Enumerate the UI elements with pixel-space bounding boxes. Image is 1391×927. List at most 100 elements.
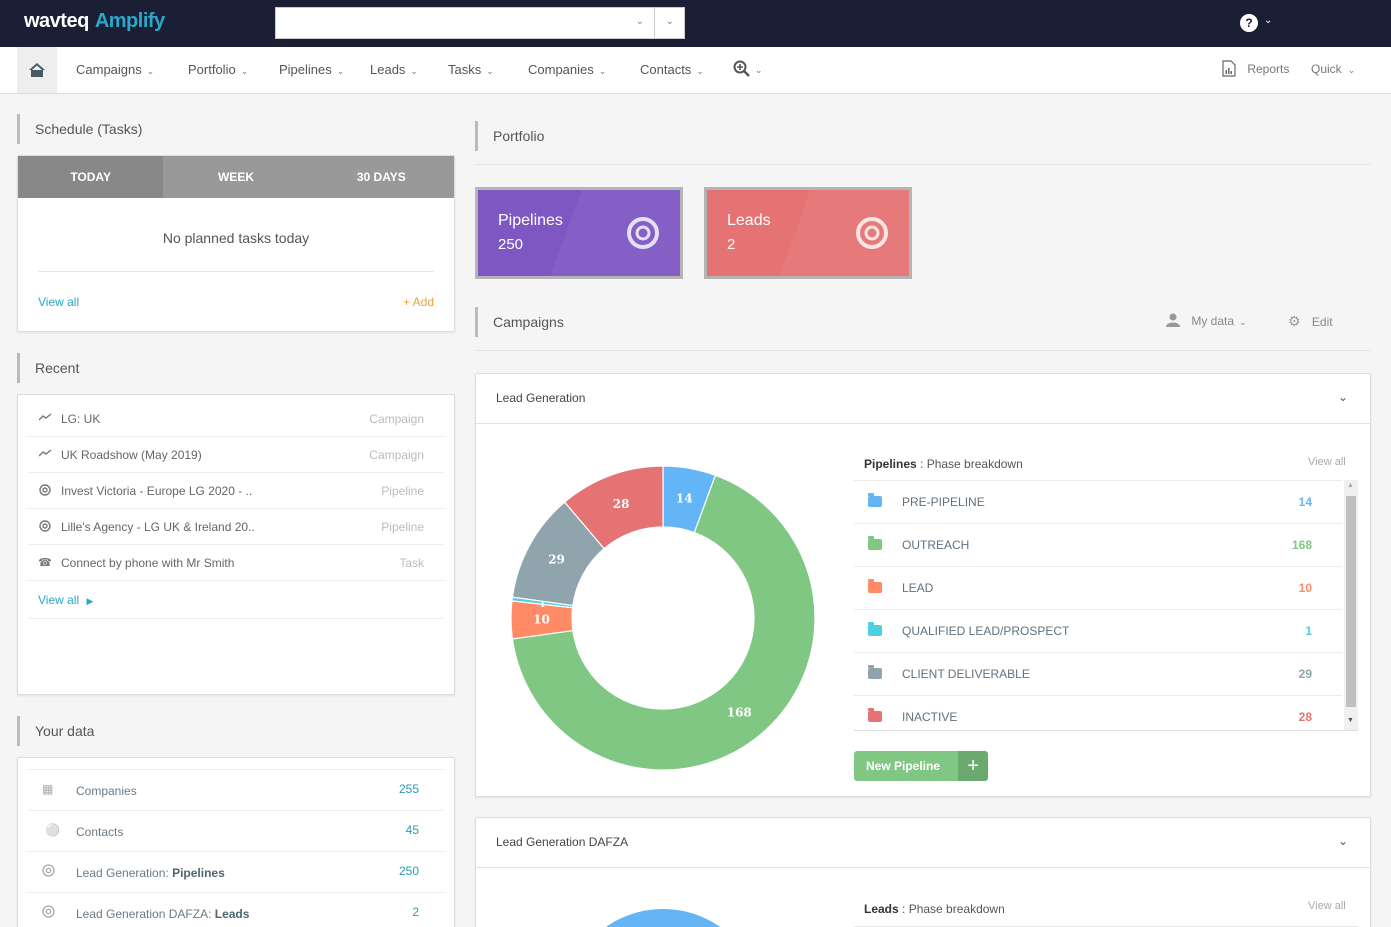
target-icon [38,520,52,535]
schedule-tabs: TODAY WEEK 30 DAYS [18,156,454,198]
phase-list-scrollbar[interactable]: ▲ ▼ [1344,480,1358,731]
home-button[interactable] [17,47,57,93]
panel-header[interactable]: Lead Generation ⌄ [476,374,1370,424]
folder-icon [868,493,882,507]
recent-title: Recent [17,353,79,383]
folder-icon [868,622,882,636]
chevron-down-icon[interactable]: ⌄ [665,16,674,27]
target-icon [42,905,55,921]
campaign-panel-lead-generation: Lead Generation ⌄ 14 168 10 1 29 28 Pipelines… [475,373,1371,797]
edit-button[interactable]: ⚙ Edit [1288,313,1333,329]
data-row-pipelines[interactable]: Lead Generation: Pipelines 250 [28,851,444,892]
target-icon [38,484,52,499]
your-data-title: Your data [17,716,94,746]
panel-header[interactable]: Lead Generation DAFZA ⌄ [476,818,1370,868]
breakdown-title: Leads : Phase breakdown [864,902,1005,916]
person-icon: ⚪ [45,823,60,837]
global-search-select[interactable]: ⌄ ⌄ [275,7,685,39]
phone-icon: ☎ [38,557,52,569]
donut-slice[interactable] [511,474,816,771]
breakdown-title: Pipelines : Phase breakdown [864,457,1023,471]
donut-label: 29 [548,552,565,566]
folder-icon [868,579,882,593]
user-icon [1166,313,1180,327]
leads-tile[interactable]: Leads 2 [704,187,912,279]
trend-icon [38,448,52,460]
recent-view-all-row: View all ▶ [28,581,444,619]
nav-campaigns[interactable]: Campaigns ⌄ [76,62,155,77]
nav-companies[interactable]: Companies ⌄ [528,62,607,77]
schedule-card: TODAY WEEK 30 DAYS No planned tasks toda… [17,155,455,332]
app-logo[interactable]: wavteq Amplify [24,10,165,32]
donut-label: 14 [676,491,693,505]
pipelines-tile[interactable]: Pipelines 250 [475,187,683,279]
reports-link[interactable]: Reports [1222,60,1289,77]
gears-icon: ⚙ [1288,313,1301,329]
donut-label: 10 [533,613,550,627]
recent-item[interactable]: UK Roadshow (May 2019) Campaign [28,437,444,473]
new-pipeline-button[interactable]: New Pipeline + [854,751,989,781]
tab-week[interactable]: WEEK [217,170,254,184]
breakdown-view-all-link[interactable]: View all [1308,900,1346,912]
portfolio-title: Portfolio [475,121,544,151]
chevron-down-icon[interactable]: ⌄ [1337,390,1348,404]
target-icon [627,217,659,249]
recent-item[interactable]: LG: UK Campaign [28,401,444,437]
recent-view-all-link[interactable]: View all ▶ [38,593,94,607]
nav-pipelines[interactable]: Pipelines ⌄ [279,62,345,77]
phase-row[interactable]: LEAD 10 [854,566,1342,609]
phase-donut-chart: 14 168 10 1 29 28 [510,465,816,771]
nav-portfolio[interactable]: Portfolio ⌄ [188,62,249,77]
recent-item[interactable]: Invest Victoria - Europe LG 2020 - .. Pi… [28,473,444,509]
target-icon [42,864,55,880]
folder-icon [868,536,882,550]
tab-30-days[interactable]: 30 DAYS [356,170,406,184]
tab-today[interactable]: TODAY [18,156,164,198]
recent-item[interactable]: ☎ Connect by phone with Mr Smith Task [28,545,444,581]
phase-list: PRE-PIPELINE 14 OUTREACH 168 LEAD 10 QUA… [854,480,1358,731]
trend-icon [38,412,52,424]
data-row-companies[interactable]: ▦ Companies 255 [28,769,444,810]
chevron-down-icon[interactable]: ⌄ [1264,15,1273,26]
nav-leads[interactable]: Leads ⌄ [370,62,418,77]
schedule-view-all-link[interactable]: View all [38,295,80,309]
zoom-search-icon [733,60,750,77]
campaigns-title: Campaigns [475,307,564,337]
building-icon: ▦ [42,782,54,796]
data-row-contacts[interactable]: ⚪ Contacts 45 [28,810,444,851]
breakdown-view-all-link[interactable]: View all [1308,456,1346,468]
my-data-dropdown[interactable]: My data ⌄ [1166,313,1247,328]
chevron-down-icon[interactable]: ⌄ [1337,834,1348,848]
scroll-up-icon[interactable]: ▲ [1347,482,1354,489]
scroll-down-icon[interactable]: ▼ [1347,717,1354,724]
phase-row[interactable]: CLIENT DELIVERABLE 29 [854,652,1342,695]
donut-label: 28 [613,497,630,511]
donut-label: 1 [539,600,545,610]
add-task-button[interactable]: + Add [402,295,434,309]
recent-item[interactable]: Lille's Agency - LG UK & Ireland 20.. Pi… [28,509,444,545]
nav-contacts[interactable]: Contacts ⌄ [640,62,704,77]
main-nav: Campaigns ⌄ Portfolio ⌄ Pipelines ⌄ Leads ⌄ … [0,47,1391,94]
folder-plus-icon [868,665,882,679]
folder-minus-icon [868,708,882,722]
donut-label: 168 [727,706,752,720]
nav-tasks[interactable]: Tasks ⌄ [448,62,494,77]
phase-row[interactable]: PRE-PIPELINE 14 [854,480,1342,523]
empty-tasks-message: No planned tasks today [162,230,310,246]
recent-card: LG: UK Campaign UK Roadshow (May 2019) C… [17,394,455,695]
home-icon [29,63,45,77]
phase-row[interactable]: QUALIFIED LEAD/PROSPECT 1 [854,609,1342,652]
quick-menu[interactable]: Quick ⌄ [1311,62,1356,76]
report-icon [1222,60,1236,77]
campaign-panel-lead-generation-dafza: Lead Generation DAFZA ⌄ Leads : Phase br… [475,817,1371,927]
data-row-leads[interactable]: Lead Generation DAFZA: Leads 2 [28,892,444,927]
phase-row[interactable]: INACTIVE 28 [854,695,1342,731]
target-icon [856,217,888,249]
chevron-down-icon: ⌄ [635,16,644,27]
phase-row[interactable]: OUTREACH 168 [854,523,1342,566]
donut-slice[interactable] [563,465,664,550]
plus-icon: + [958,751,989,781]
nav-search[interactable]: ⌄ [733,60,763,80]
leads-donut-chart [563,909,763,927]
help-icon[interactable]: ? [1240,14,1258,32]
